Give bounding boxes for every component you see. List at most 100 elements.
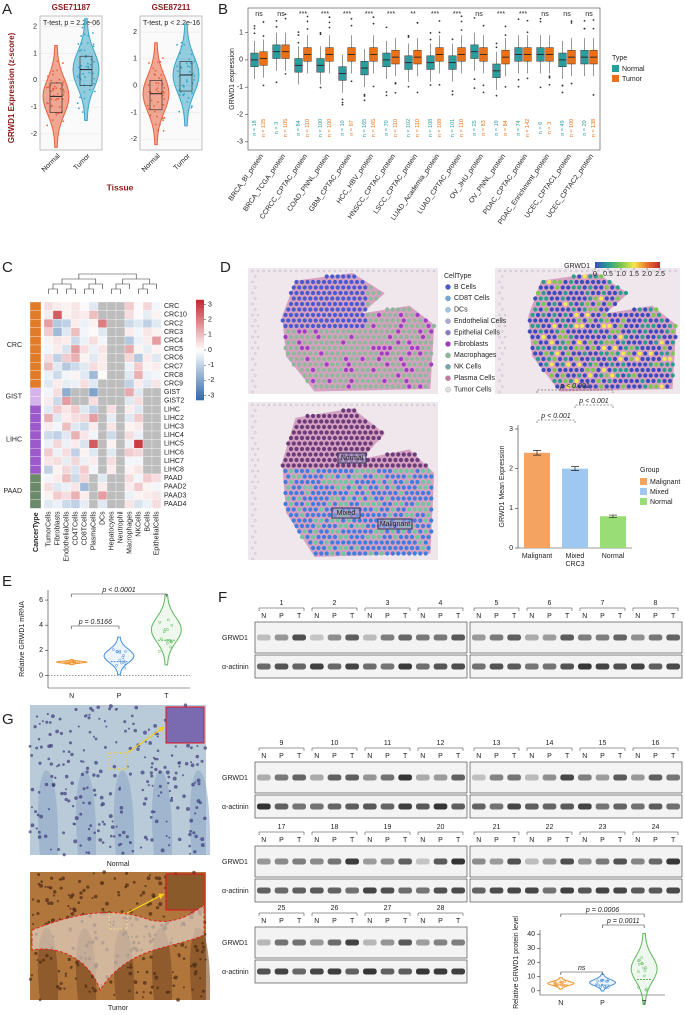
spot xyxy=(396,551,401,556)
blot-band xyxy=(542,634,557,641)
empty-spot xyxy=(503,346,507,350)
lane-label: P xyxy=(438,918,443,925)
spot xyxy=(335,373,340,378)
spot xyxy=(327,435,332,441)
spot xyxy=(360,323,365,329)
empty-spot xyxy=(520,269,523,273)
nucleus xyxy=(35,715,39,718)
blot-band xyxy=(489,858,504,865)
spot xyxy=(596,279,601,285)
spot xyxy=(544,285,549,290)
nucleus xyxy=(82,787,86,791)
lane-label: N xyxy=(529,613,534,620)
spot xyxy=(299,424,305,430)
x-tick-label: Normal xyxy=(41,152,62,173)
spot xyxy=(349,323,354,329)
spot xyxy=(332,345,338,351)
spot xyxy=(363,529,368,534)
spot xyxy=(585,378,590,384)
spot xyxy=(659,340,664,345)
spot xyxy=(341,518,346,523)
violin xyxy=(103,636,135,676)
nucleus xyxy=(171,971,174,974)
spot xyxy=(407,351,412,356)
blot-band xyxy=(595,858,610,865)
heatmap-cell xyxy=(88,344,99,354)
n-label: n = 101 xyxy=(450,119,456,138)
spot xyxy=(538,329,543,334)
column-label: NKCells xyxy=(135,511,142,537)
nucleus xyxy=(69,894,74,899)
spot xyxy=(407,463,412,468)
nucleus xyxy=(103,745,107,749)
spot xyxy=(313,463,318,468)
outlier xyxy=(460,29,463,31)
empty-spot xyxy=(251,524,254,528)
spot xyxy=(382,501,387,507)
nucleus xyxy=(77,879,82,884)
spot xyxy=(294,356,299,362)
spot xyxy=(302,507,307,512)
lane-label: T xyxy=(456,918,461,925)
spot xyxy=(313,296,318,301)
outlier xyxy=(548,83,551,86)
spot xyxy=(579,367,585,373)
spot xyxy=(407,384,412,389)
spot xyxy=(546,356,552,362)
spot xyxy=(601,356,607,362)
spot xyxy=(374,362,379,367)
dendrogram xyxy=(66,288,76,294)
spot xyxy=(368,551,373,556)
sample-number: 5 xyxy=(495,600,499,607)
outlier xyxy=(385,94,388,97)
empty-spot xyxy=(498,379,501,383)
spot xyxy=(398,501,404,507)
nucleus xyxy=(152,971,157,976)
spot xyxy=(294,457,299,463)
spot xyxy=(401,463,406,468)
blot-band xyxy=(257,887,271,894)
blot-band xyxy=(257,774,271,781)
empty-spot xyxy=(256,313,260,317)
spot xyxy=(352,318,357,323)
heatmap-cell xyxy=(70,327,81,337)
heatmap-cell xyxy=(97,456,108,466)
spot xyxy=(288,323,294,329)
spot xyxy=(568,345,574,351)
jitter-point xyxy=(186,65,189,67)
heatmap-cell xyxy=(133,413,144,423)
spot xyxy=(313,452,318,457)
blot-band xyxy=(433,939,448,946)
jitter-point xyxy=(183,43,186,46)
empty-spot xyxy=(569,269,573,273)
spot xyxy=(341,529,346,534)
heatmap-cell xyxy=(124,405,135,414)
n-label: n = 165 xyxy=(371,119,377,138)
spot xyxy=(374,296,379,301)
spot xyxy=(645,345,651,351)
nucleus xyxy=(38,761,42,765)
spot xyxy=(321,479,327,485)
spot xyxy=(404,490,409,496)
spot xyxy=(332,523,338,529)
heatmap-cell xyxy=(142,327,153,337)
sample-bracket xyxy=(258,831,305,835)
jitter-point xyxy=(81,111,84,113)
gland xyxy=(37,770,59,855)
spot xyxy=(368,351,373,356)
jitter-point xyxy=(55,87,58,89)
spot xyxy=(288,446,294,452)
lane-label: N xyxy=(261,918,266,925)
spot xyxy=(291,452,296,457)
spot xyxy=(299,512,305,518)
lane-label: T xyxy=(297,753,302,760)
spot xyxy=(332,479,338,485)
heatmap-cell xyxy=(115,456,126,466)
outlier xyxy=(297,34,300,36)
heatmap-cell xyxy=(97,396,108,406)
heatmap-cell xyxy=(52,499,63,509)
spot xyxy=(294,323,299,329)
nucleus xyxy=(37,882,41,886)
nucleus xyxy=(156,757,159,761)
outlier xyxy=(328,26,331,29)
